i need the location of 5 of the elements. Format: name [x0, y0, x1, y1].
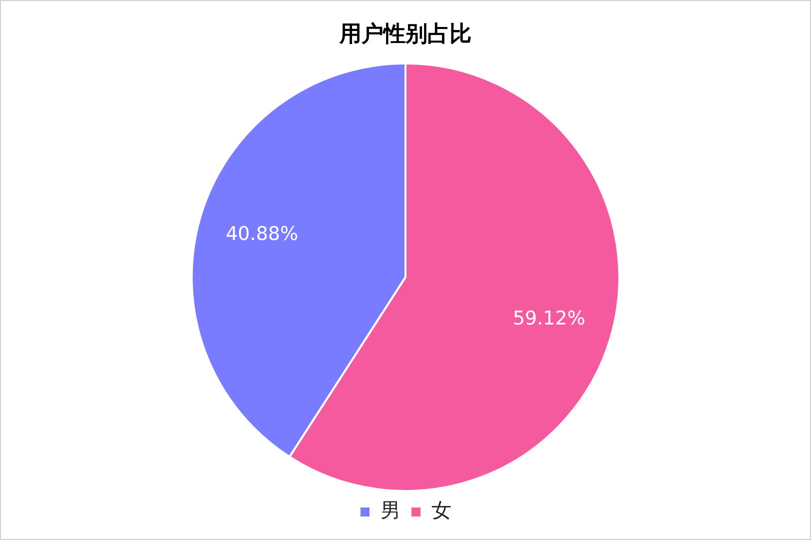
data-label: 59.12%: [512, 307, 586, 330]
legend-label: 女: [432, 498, 452, 522]
legend-label: 男: [380, 498, 400, 522]
chart-title: 用户性别占比: [338, 20, 472, 47]
data-label: 40.88%: [226, 222, 298, 245]
